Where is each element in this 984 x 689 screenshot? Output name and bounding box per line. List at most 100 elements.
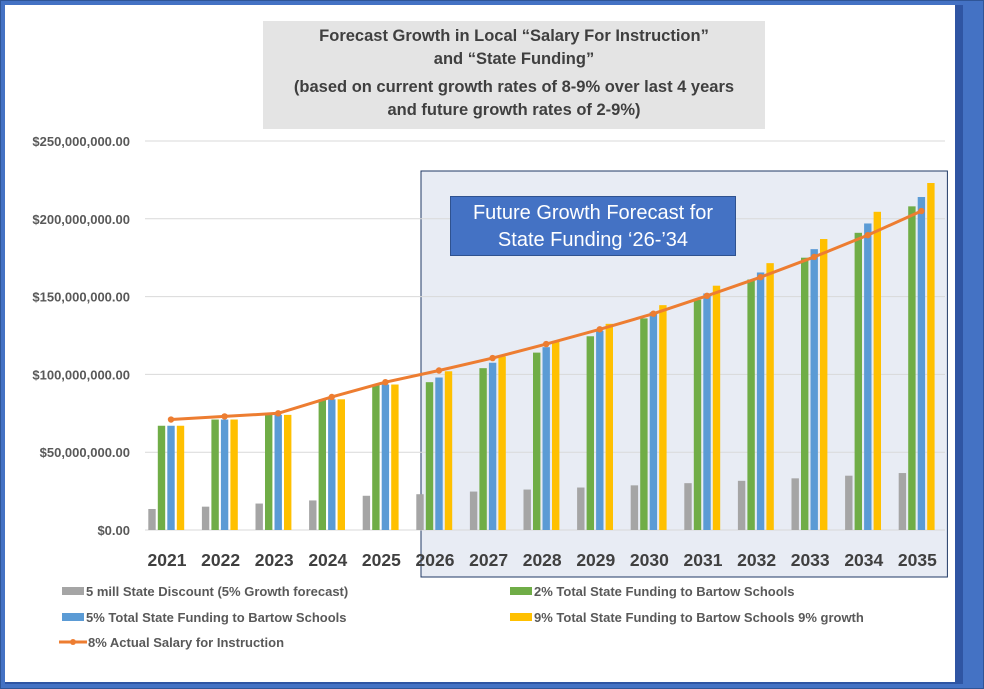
bar-9pct xyxy=(337,399,345,530)
legend-item-5pct: 5% Total State Funding to Bartow Schools xyxy=(62,610,347,626)
legend-swatch-2pct xyxy=(510,587,532,595)
bar-5pct xyxy=(435,377,443,530)
x-tick-label: 2032 xyxy=(737,550,776,570)
bar-9pct xyxy=(176,425,185,530)
x-tick-label: 2034 xyxy=(844,550,883,570)
x-tick-label: 2025 xyxy=(362,550,401,570)
x-tick-label: 2035 xyxy=(898,550,937,570)
bar-2pct xyxy=(801,257,809,530)
bar-9pct xyxy=(659,305,667,530)
legend-label-9pct: 9% Total State Funding to Bartow Schools… xyxy=(534,610,864,625)
bar-2pct xyxy=(265,414,273,530)
bar-discount xyxy=(255,503,263,530)
bar-5pct xyxy=(542,347,550,530)
bar-discount xyxy=(845,475,853,530)
bar-5pct xyxy=(220,419,229,530)
y-tick-label: $200,000,000.00 xyxy=(32,212,130,227)
bar-discount xyxy=(148,508,156,530)
bar-5pct xyxy=(274,414,282,530)
legend-item-discount: 5 mill State Discount (5% Growth forecas… xyxy=(62,584,348,600)
x-tick-label: 2028 xyxy=(523,550,562,570)
salary-point xyxy=(489,354,496,362)
bar-discount xyxy=(737,480,746,530)
salary-point xyxy=(650,310,657,317)
bar-discount xyxy=(630,485,639,530)
x-tick-label: 2030 xyxy=(630,550,669,570)
salary-point xyxy=(435,367,443,374)
bar-5pct xyxy=(381,384,390,530)
salary-point xyxy=(918,207,925,215)
bar-discount xyxy=(523,489,531,530)
chart-title-line-2: and “State Funding” xyxy=(433,50,595,68)
bar-2pct xyxy=(640,318,648,530)
bar-5pct xyxy=(649,312,658,530)
bar-5pct xyxy=(756,272,765,530)
bar-9pct xyxy=(391,384,399,530)
bar-9pct xyxy=(820,239,828,530)
bar-2pct xyxy=(479,368,487,530)
salary-point xyxy=(811,253,818,261)
legend-swatch-5pct xyxy=(62,613,84,621)
x-tick-label: 2031 xyxy=(684,550,723,570)
bar-2pct xyxy=(586,336,594,530)
chart-title-line-3: (based on current growth rates of 8-9% o… xyxy=(293,78,735,96)
bar-9pct xyxy=(873,211,881,530)
bar-2pct xyxy=(372,384,380,530)
bar-9pct xyxy=(552,340,560,530)
salary-point xyxy=(221,413,228,420)
bar-discount xyxy=(577,487,585,530)
bar-2pct xyxy=(533,352,541,530)
callout-line-2: State Funding ‘26-’34 xyxy=(497,229,689,251)
y-tick-label: $50,000,000.00 xyxy=(40,445,130,460)
callout-line-1: Future Growth Forecast for xyxy=(472,202,714,224)
bar-9pct xyxy=(712,285,721,530)
bar-2pct xyxy=(425,382,434,530)
future-growth-callout: Future Growth Forecast for State Funding… xyxy=(450,196,736,256)
bar-2pct xyxy=(693,299,702,530)
salary-point xyxy=(382,378,389,386)
legend-label-2pct: 2% Total State Funding to Bartow Schools xyxy=(534,584,795,599)
bar-5pct xyxy=(810,249,818,530)
bar-9pct xyxy=(605,323,613,530)
legend-label-salary: 8% Actual Salary for Instruction xyxy=(88,635,285,650)
y-tick-label: $150,000,000.00 xyxy=(32,290,130,305)
legend-swatch-discount xyxy=(62,587,84,595)
bar-discount xyxy=(469,491,478,530)
bar-5pct xyxy=(328,399,336,530)
bar-discount xyxy=(416,494,424,530)
chart-title-line-1: Forecast Growth in Local “Salary For Ins… xyxy=(319,27,709,45)
bar-9pct xyxy=(230,419,238,530)
chart-title-line-4: and future growth rates of 2-9%) xyxy=(387,101,641,119)
legend-item-9pct: 9% Total State Funding to Bartow Schools… xyxy=(510,610,864,626)
bar-9pct xyxy=(927,183,935,530)
x-tick-label: 2024 xyxy=(308,550,347,570)
bar-discount xyxy=(309,500,317,530)
salary-point xyxy=(275,410,282,417)
bar-2pct xyxy=(211,419,219,530)
legend-item-salary: 8% Actual Salary for Instruction xyxy=(58,635,284,651)
bar-5pct xyxy=(917,197,926,531)
bar-9pct xyxy=(284,414,292,530)
salary-point xyxy=(757,273,764,281)
bar-2pct xyxy=(908,206,916,531)
bar-discount xyxy=(791,478,799,530)
bar-9pct xyxy=(444,371,453,530)
x-tick-label: 2022 xyxy=(201,550,240,570)
bar-discount xyxy=(362,495,371,530)
salary-point xyxy=(167,416,175,423)
bar-2pct xyxy=(157,425,166,530)
y-tick-label: $250,000,000.00 xyxy=(32,134,130,149)
bar-5pct xyxy=(488,362,497,530)
salary-point xyxy=(596,326,603,333)
bar-discount xyxy=(898,473,907,530)
salary-point xyxy=(864,231,871,239)
bar-2pct xyxy=(318,399,326,530)
x-tick-label: 2026 xyxy=(416,550,455,570)
y-tick-label: $0.00 xyxy=(97,523,130,538)
salary-point xyxy=(543,340,550,348)
x-tick-label: 2021 xyxy=(148,550,187,570)
chart-title-box: Forecast Growth in Local “Salary For Ins… xyxy=(263,21,765,129)
legend-label-discount: 5 mill State Discount (5% Growth forecas… xyxy=(86,584,349,599)
x-tick-label: 2029 xyxy=(576,550,615,570)
